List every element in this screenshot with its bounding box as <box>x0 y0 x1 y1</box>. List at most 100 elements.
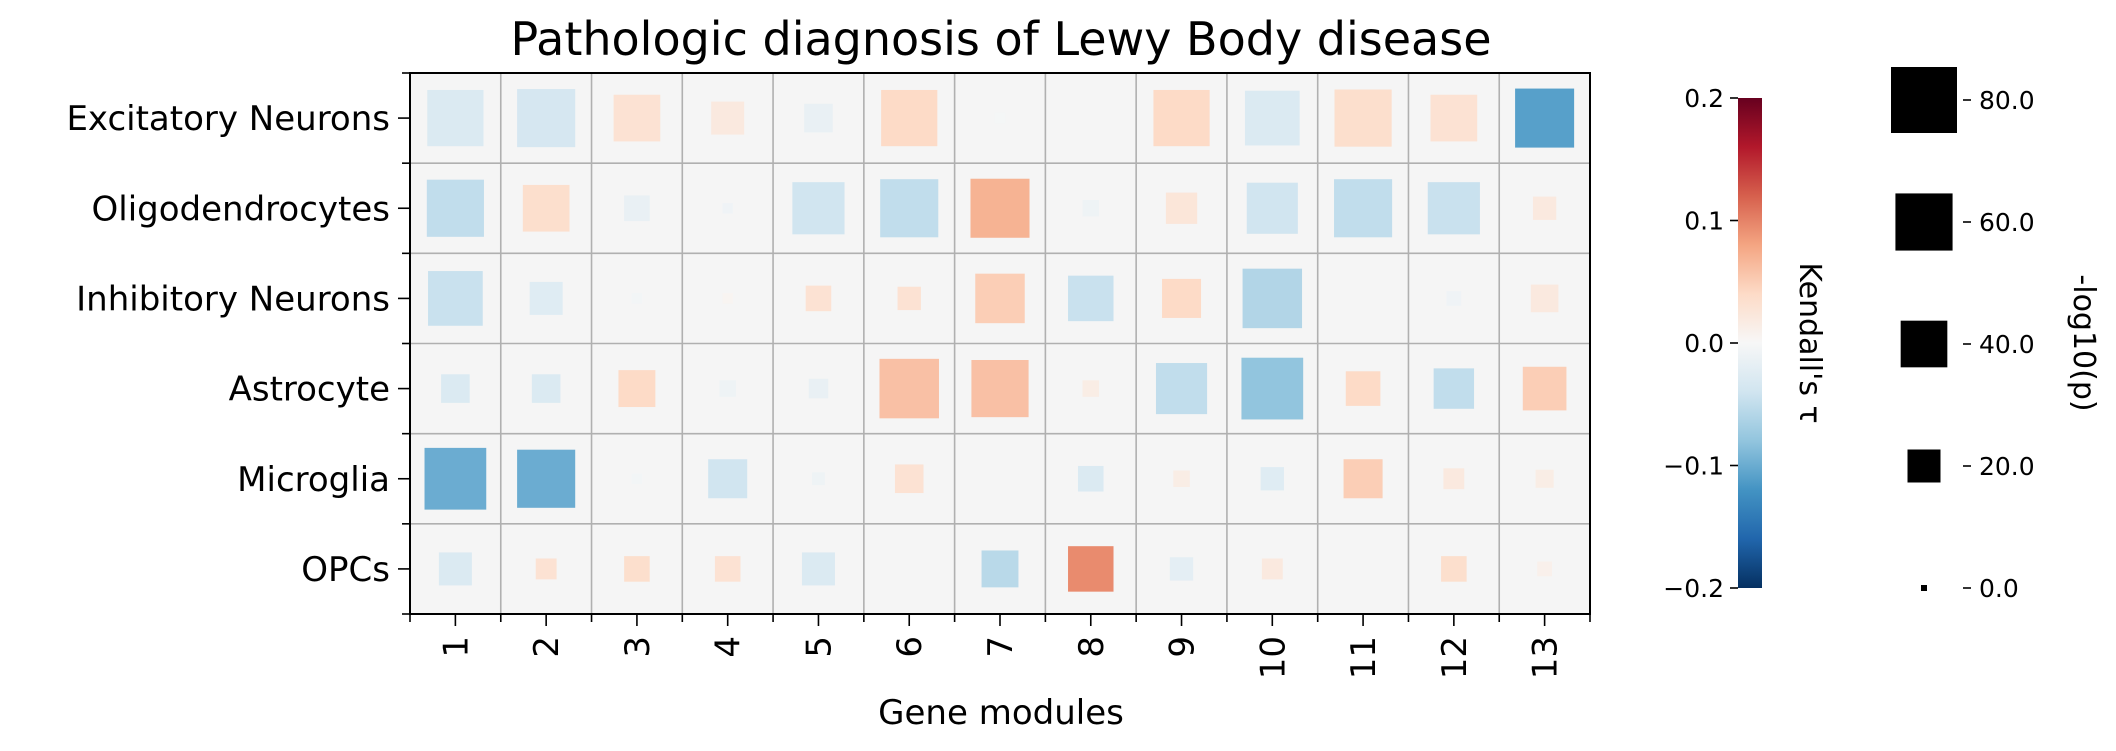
heatmap-cell <box>1441 556 1467 582</box>
heatmap-cell <box>428 271 483 326</box>
heatmap-cell <box>1082 200 1100 217</box>
heatmap-cell <box>1343 459 1383 499</box>
heatmap-cell <box>613 94 661 142</box>
heatmap-cell <box>894 464 924 494</box>
size-legend-label: -log10(p) <box>2066 274 2101 411</box>
heatmap-cell <box>812 472 825 486</box>
heatmap-cell <box>1334 179 1393 238</box>
heatmap-cell <box>792 182 845 235</box>
heatmap-cell <box>804 103 833 133</box>
heatmap-cell <box>624 195 650 222</box>
heatmap-cell <box>722 203 733 214</box>
heatmap-cell <box>880 179 939 238</box>
heatmap-cell <box>1443 468 1465 490</box>
heatmap-cell <box>1244 90 1300 146</box>
size-legend-label-value: 80.0 <box>1979 86 2035 115</box>
heatmap-cell <box>722 293 733 304</box>
colorbar-tick-label: −0.2 <box>1663 574 1724 603</box>
heatmap-cell <box>531 374 561 403</box>
heatmap-cell <box>801 552 835 586</box>
colorbar-tick-label: 0.1 <box>1684 207 1724 236</box>
heatmap-cell <box>624 556 650 582</box>
x-axis: 1 2 3 4 5 6 7 8 9 10 11 12 13 <box>409 614 1591 679</box>
heatmap-cell <box>1153 89 1210 147</box>
heatmap-cell <box>1162 278 1202 318</box>
heatmap-cell <box>1433 368 1475 409</box>
x-tick-label: 6 <box>890 636 930 658</box>
size-legend-label-value: 20.0 <box>1979 452 2035 481</box>
size-legend-marker <box>1891 67 1957 133</box>
heatmap-cell <box>1242 268 1303 329</box>
heatmap-cell <box>1334 89 1392 147</box>
heatmap-cell <box>971 360 1029 418</box>
x-tick-label: 1 <box>436 636 476 658</box>
x-tick-label: 4 <box>709 636 749 658</box>
heatmap-cell <box>517 89 576 148</box>
colorbar-label: Kendall's τ <box>1792 262 1827 423</box>
heatmap-cell <box>1082 380 1100 397</box>
heatmap-cell <box>975 273 1025 324</box>
heatmap-cell <box>1165 192 1198 224</box>
x-tick-label: 10 <box>1253 636 1293 679</box>
heatmap-cell <box>1241 357 1304 420</box>
heatmap-cell <box>1345 371 1381 406</box>
heatmap-cell <box>424 447 487 510</box>
heatmap-cell <box>711 101 745 135</box>
heatmap-cell <box>1515 88 1575 148</box>
y-tick-label: Excitatory Neurons <box>66 99 390 139</box>
heatmap-cell <box>714 556 741 582</box>
heatmap-cell <box>1522 366 1567 411</box>
heatmap-cell <box>1532 196 1557 220</box>
heatmap-cell <box>994 112 1006 124</box>
y-tick-label: Inhibitory Neurons <box>76 279 390 319</box>
y-tick-label: Astrocyte <box>229 370 390 410</box>
heatmap-cell <box>535 558 557 580</box>
heatmap-cell <box>1246 182 1298 234</box>
heatmap-cell <box>631 293 643 304</box>
x-tick-label: 11 <box>1344 636 1384 679</box>
y-tick-label: Microglia <box>237 460 390 500</box>
heatmap-cell <box>1169 557 1194 581</box>
colorbar-gradient <box>1738 98 1762 588</box>
heatmap-cell <box>708 459 748 499</box>
heatmap-cell <box>631 473 643 484</box>
x-axis-label: Gene modules <box>878 693 1124 733</box>
heatmap-cell <box>897 286 921 311</box>
heatmap-cell <box>427 89 484 147</box>
x-tick-label: 8 <box>1072 636 1112 658</box>
heatmap-cell <box>1077 465 1104 492</box>
size-legend: 80.0 60.0 40.0 20.0 0.0 <box>1891 67 2035 603</box>
size-legend-marker <box>1895 193 1953 251</box>
size-legend-label-value: 60.0 <box>1979 208 2035 237</box>
heatmap-cell <box>1261 558 1283 580</box>
x-tick-label: 13 <box>1526 636 1566 679</box>
x-tick-label: 5 <box>799 636 839 658</box>
heatmap-plot <box>409 72 1591 615</box>
x-tick-label: 2 <box>527 636 567 658</box>
y-tick-label: Oligodendrocytes <box>92 189 390 229</box>
heatmap-cell <box>1068 546 1114 592</box>
heatmap-cell <box>1173 470 1190 487</box>
heatmap-cell <box>805 285 832 312</box>
heatmap-cell <box>426 179 484 237</box>
colorbar-tick-label: 0.0 <box>1684 329 1724 358</box>
heatmap-cell <box>1427 182 1480 235</box>
x-tick-label: 9 <box>1163 636 1203 658</box>
x-tick-label: 12 <box>1435 636 1475 679</box>
heatmap-cell <box>438 552 472 586</box>
size-legend-label-value: 0.0 <box>1979 574 2019 603</box>
size-legend-marker <box>1900 320 1948 368</box>
x-tick-label: 3 <box>618 636 658 658</box>
heatmap-cell <box>618 370 656 408</box>
heatmap-cell <box>981 550 1019 588</box>
heatmap-cell <box>1530 284 1559 313</box>
size-legend-marker <box>1907 449 1941 483</box>
heatmap-cell <box>1260 467 1284 491</box>
colorbar: 0.2 0.1 0.0 −0.1 −0.2 <box>1663 84 1762 603</box>
chart-title: Pathologic diagnosis of Lewy Body diseas… <box>510 12 1491 66</box>
heatmap-cell <box>1068 275 1114 322</box>
colorbar-tick-label: 0.2 <box>1684 84 1724 113</box>
heatmap-cell <box>517 449 576 508</box>
colorbar-tick-label: −0.1 <box>1663 452 1724 481</box>
